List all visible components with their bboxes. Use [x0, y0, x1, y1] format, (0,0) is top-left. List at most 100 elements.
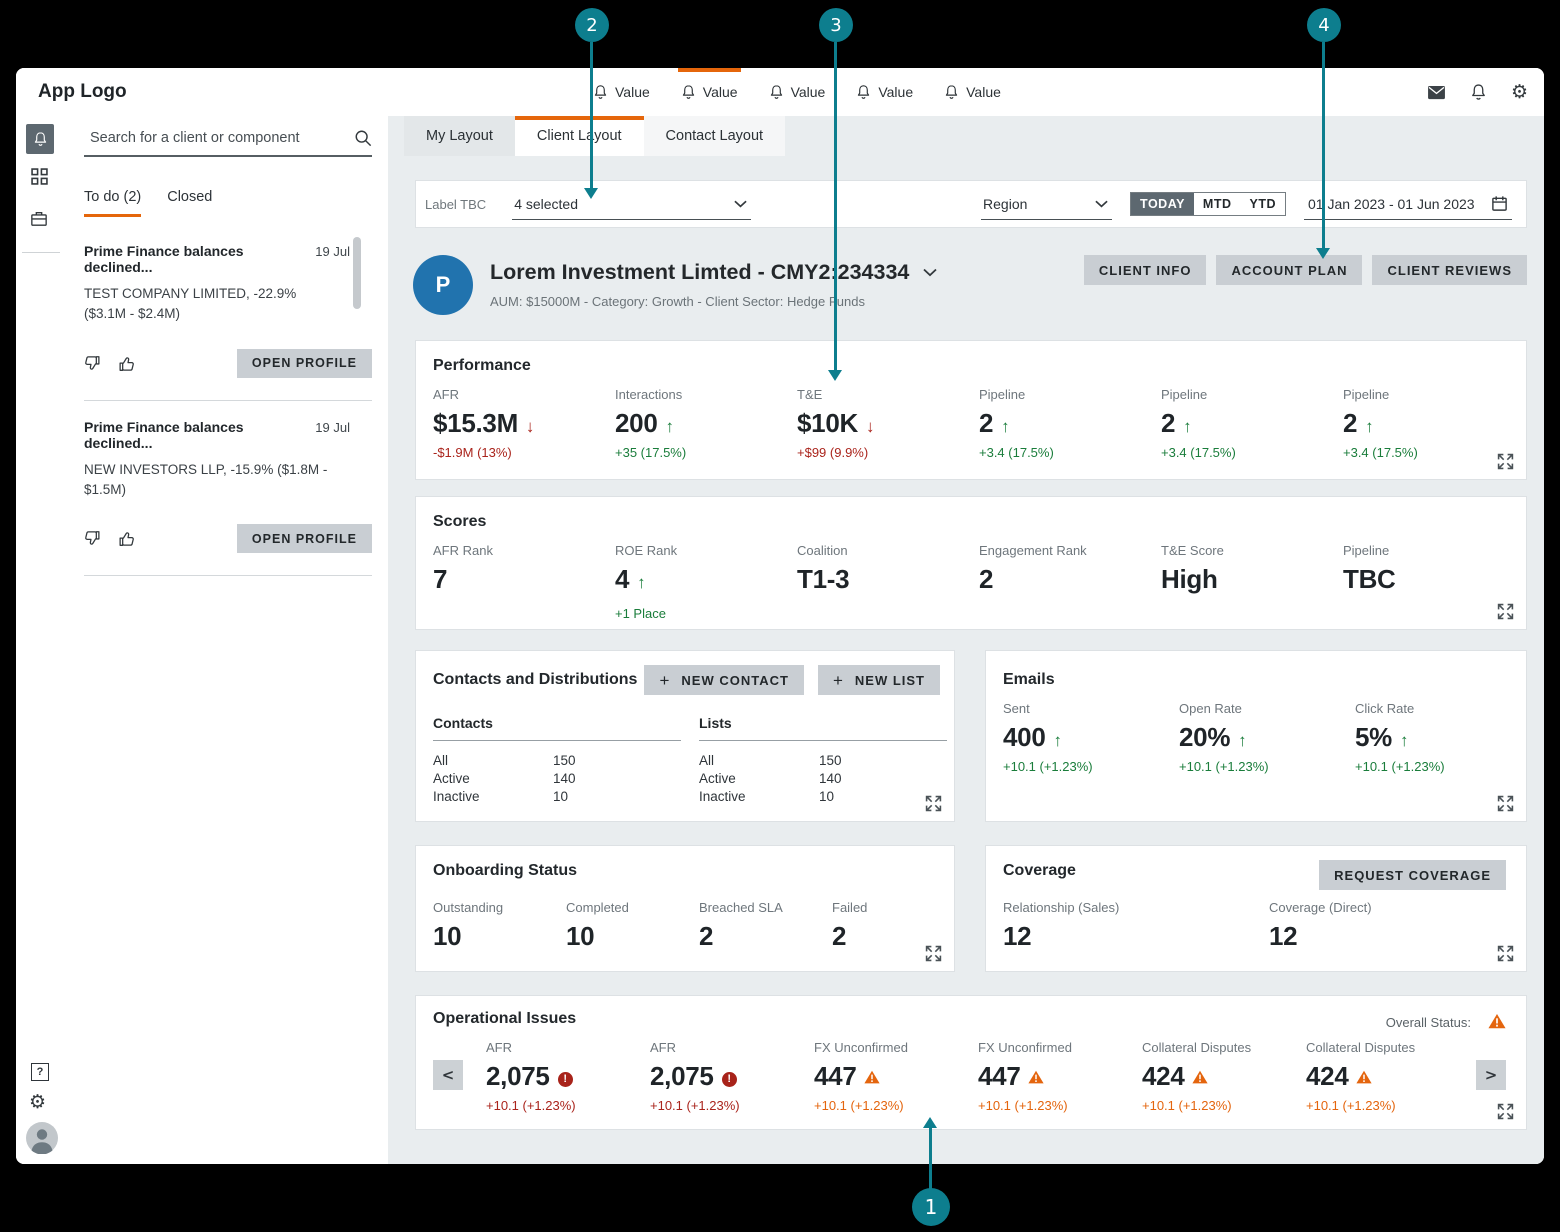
region-dropdown[interactable]: Region [981, 189, 1113, 220]
thumbs-up-icon[interactable] [118, 530, 135, 547]
client-info-button[interactable]: CLIENT INFO [1083, 255, 1207, 285]
card-title: Contacts and Distributions [433, 671, 638, 688]
open-profile-button[interactable]: OPEN PROFILE [236, 524, 372, 553]
scores-card: Scores AFR Rank 7 ROE Rank 4 ↑ +1 Place C… [415, 496, 1527, 630]
briefcase-icon[interactable] [30, 210, 48, 227]
metric-roe-rank: ROE Rank 4 ↑ +1 Place [615, 543, 678, 621]
header-nav: Value Value Value Value Value [590, 68, 1004, 116]
account-plan-button[interactable]: ACCOUNT PLAN [1216, 255, 1363, 285]
expand-icon[interactable] [1496, 944, 1514, 962]
expand-icon[interactable] [924, 794, 942, 812]
gear-icon[interactable]: ⚙ [1510, 81, 1528, 103]
date-range-picker[interactable]: 01 Jan 2023 - 01 Jun 2023 [1304, 189, 1512, 220]
list-item: All 150 [699, 752, 842, 768]
open-profile-button[interactable]: OPEN PROFILE [236, 348, 372, 378]
annotation-arrowhead-3 [828, 370, 842, 381]
period-ytd[interactable]: YTD [1249, 197, 1276, 211]
chevron-down-icon [1095, 200, 1108, 208]
rail-notifications-button[interactable] [26, 124, 54, 154]
request-coverage-button[interactable]: REQUEST COVERAGE [1319, 860, 1506, 890]
user-avatar[interactable] [26, 1122, 58, 1154]
multiselect-dropdown[interactable]: 4 selected [512, 189, 752, 220]
nav-item-value-2-active[interactable]: Value [678, 68, 741, 116]
client-reviews-button[interactable]: CLIENT REVIEWS [1372, 255, 1527, 285]
mail-icon[interactable] [1427, 85, 1446, 100]
search-input[interactable] [84, 128, 354, 148]
gear-icon[interactable]: ⚙ [29, 1091, 47, 1113]
expand-icon[interactable] [1496, 602, 1514, 620]
metric-sent: Sent 400 ↑ +10.1 (+1.23%) [1003, 701, 1093, 774]
search-icon[interactable] [354, 129, 372, 147]
nav-item-value-4[interactable]: Value [853, 68, 916, 116]
expand-icon[interactable] [1496, 1102, 1514, 1120]
search-field [84, 128, 372, 157]
new-contact-button[interactable]: + NEW CONTACT [644, 665, 804, 695]
tab-client-layout[interactable]: Client Layout [514, 116, 644, 156]
up-arrow-icon: ↑ [1001, 417, 1010, 436]
tab-todo[interactable]: To do (2) [84, 189, 142, 217]
nav-item-value-3[interactable]: Value [766, 68, 829, 116]
annotation-arrowhead-1 [923, 1117, 937, 1128]
contacts-group: Contacts All 150 Active 140 Inactive 10 [433, 715, 681, 805]
bell-icon [34, 132, 46, 146]
onboarding-card: Onboarding Status Outstanding 10 Complet… [415, 845, 955, 972]
annotation-marker-2: 2 [575, 8, 609, 42]
annotation-arrow-3 [834, 42, 837, 370]
app-logo: App Logo [38, 81, 127, 102]
metric-interactions: Interactions 200 ↑ +35 (17.5%) [615, 387, 687, 460]
chevron-down-icon [734, 200, 747, 208]
emails-card: Emails Sent 400 ↑ +10.1 (+1.23%) Open Rat… [985, 650, 1527, 822]
notification-title: Prime Finance balances declined... [84, 418, 244, 451]
thumbs-down-icon[interactable] [84, 530, 101, 547]
client-meta: AUM: $15000M - Category: Growth - Client… [490, 294, 865, 309]
metric-breached-sla: Breached SLA 2 [699, 900, 783, 951]
up-arrow-icon: ↑ [1238, 731, 1247, 750]
bell-icon [944, 84, 959, 100]
nav-item-value-1[interactable]: Value [590, 68, 653, 116]
expand-icon[interactable] [924, 944, 942, 962]
bell-icon [681, 84, 696, 100]
header-icons: ⚙ [1427, 68, 1528, 116]
expand-icon[interactable] [1496, 794, 1514, 812]
expand-icon[interactable] [1496, 452, 1514, 470]
down-arrow-icon: ↓ [865, 417, 875, 436]
tab-closed[interactable]: Closed [167, 189, 213, 205]
notification-card: Prime Finance balances declined... 19 Ju… [84, 243, 372, 401]
metric-fx-unconfirmed: FX Unconfirmed 447 +10.1 (+1.23%) [978, 1040, 1072, 1113]
period-toggle: TODAY MTD YTD [1130, 192, 1286, 216]
chevron-left-icon[interactable]: < [433, 1060, 463, 1090]
metric-pipeline-score: Pipeline TBC [1343, 543, 1396, 594]
divider [84, 575, 372, 576]
grid-icon[interactable] [31, 168, 48, 185]
card-title: Emails [1003, 671, 1055, 688]
up-arrow-icon: ↑ [1053, 731, 1062, 750]
tab-contact-layout[interactable]: Contact Layout [643, 116, 786, 156]
app-header: App Logo Value Value Value Value Value [16, 68, 1544, 117]
multiselect-value: 4 selected [514, 195, 579, 212]
new-list-button[interactable]: + NEW LIST [817, 665, 940, 695]
nav-item-value-5[interactable]: Value [941, 68, 1004, 116]
rail-divider [22, 252, 60, 253]
layout-tabs: My Layout Client Layout Contact Layout [388, 116, 1544, 156]
thumbs-up-icon[interactable] [118, 355, 135, 372]
nav-label: Value [702, 84, 738, 100]
filter-label: Label TBC [425, 196, 487, 212]
thumbs-down-icon[interactable] [84, 355, 101, 372]
notification-card: Prime Finance balances declined... 19 Ju… [84, 418, 372, 576]
chevron-right-icon[interactable]: > [1476, 1060, 1506, 1090]
client-name-dropdown[interactable]: Lorem Investment Limted - CMY2:234334 [490, 260, 938, 285]
period-today[interactable]: TODAY [1131, 193, 1194, 215]
period-mtd[interactable]: MTD [1202, 197, 1232, 211]
tab-my-layout[interactable]: My Layout [404, 116, 515, 156]
notification-date: 19 Jul [315, 244, 350, 259]
annotation-arrow-1 [929, 1128, 932, 1190]
metric-coverage-direct: Coverage (Direct) 12 [1269, 900, 1372, 951]
notification-body: TEST COMPANY LIMITED, -22.9% ($3.1M - $2… [84, 286, 297, 322]
bell-icon[interactable] [1470, 83, 1487, 101]
metric-failed: Failed 2 [832, 900, 868, 951]
scrollbar-thumb[interactable] [353, 237, 361, 309]
divider [84, 399, 372, 401]
plus-icon: + [659, 670, 671, 690]
help-icon[interactable]: ? [31, 1063, 49, 1081]
overall-status: Overall Status: [1386, 1014, 1506, 1030]
